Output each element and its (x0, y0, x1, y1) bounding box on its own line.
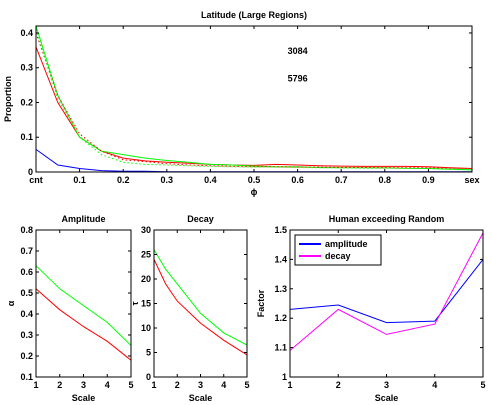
series-line-0-2 (35, 32, 473, 169)
series-line-2-1 (153, 259, 248, 356)
chart-panel-1: 1 2 3 4 5 0.1 0.2 0.3 0.4 0.5 0.6 0.7 0.8 Amplitude Sc… (6, 214, 134, 403)
y-tick-label: 20 (141, 274, 151, 284)
series-line-0-3 (35, 29, 473, 170)
y-tick-label: 15 (141, 299, 151, 309)
legend-box (294, 234, 382, 266)
series-line-3-1 (289, 232, 484, 351)
y-tick-label: 0.2 (20, 351, 33, 361)
x-tick-label: 4 (105, 380, 110, 390)
x-tick-label: 3 (198, 380, 203, 390)
x-tick-label: sex (464, 175, 479, 185)
y-tick-label: 1 (282, 372, 287, 382)
x-tick-label: 1 (151, 380, 156, 390)
x-tick-label: 2 (336, 380, 341, 390)
series-line-0-1 (35, 25, 473, 171)
x-tick-label: 0.2 (117, 175, 130, 185)
series-line-0-0 (35, 46, 473, 169)
series-line-1-0 (35, 265, 132, 346)
y-tick-label: 0.8 (20, 225, 33, 235)
x-axis-label: Scale (72, 393, 96, 403)
x-tick-label: 5 (244, 380, 249, 390)
chart-title: Decay (187, 214, 214, 224)
x-tick-label: 1 (287, 380, 292, 390)
y-tick-label: 0.4 (20, 28, 33, 38)
x-axis-label: Scale (375, 393, 399, 403)
x-tick-label: 4 (432, 380, 437, 390)
chart-panel-3: 1 2 3 4 5 1 1.1 1.2 1.3 1.4 1.5 Human exceeding Ran… (256, 214, 486, 403)
series-line-3-0 (289, 259, 484, 324)
y-tick-label: 0.3 (20, 330, 33, 340)
y-tick-label: 1.4 (274, 254, 287, 264)
x-tick-label: 0.3 (161, 175, 174, 185)
y-tick-label: 1.2 (274, 313, 287, 323)
y-tick-label: 1.1 (274, 343, 287, 353)
x-tick-label: 0.8 (379, 175, 392, 185)
x-axis-label: Scale (189, 393, 213, 403)
y-axis-label: Proportion (3, 76, 13, 122)
y-tick-label: 0.7 (20, 246, 33, 256)
annotation-text: 3084 (288, 46, 308, 56)
axes-frame (153, 229, 248, 378)
x-tick-label: 0.9 (422, 175, 435, 185)
y-tick-label: 1.3 (274, 284, 287, 294)
x-tick-label: 0.4 (204, 175, 217, 185)
x-tick-label: 2 (175, 380, 180, 390)
series-line-1-1 (35, 288, 132, 361)
axes-frame (35, 229, 132, 378)
chart-title: Human exceeding Random (329, 214, 445, 224)
legend-label: amplitude (325, 239, 368, 249)
y-tick-label: 0 (146, 372, 151, 382)
y-tick-label: 0.1 (20, 132, 33, 142)
y-axis-label: τ (130, 301, 140, 305)
x-tick-label: 2 (57, 380, 62, 390)
y-tick-label: 0.6 (20, 267, 33, 277)
chart-title: Amplitude (62, 214, 106, 224)
axes-frame (35, 25, 473, 173)
x-tick-label: 0.6 (291, 175, 304, 185)
y-tick-label: 25 (141, 250, 151, 260)
annotation-text: 5796 (288, 74, 308, 84)
x-axis-symbol: ϕ (251, 187, 258, 197)
legend-label: decay (325, 251, 351, 261)
y-tick-label: 1.5 (274, 225, 287, 235)
y-tick-label: 0.4 (20, 309, 33, 319)
y-tick-label: 0 (28, 167, 33, 177)
chart-title: Latitude (Large Regions) (201, 10, 307, 20)
chart-panel-2: 1 2 3 4 5 0 5 10 15 20 25 30 Decay Scale τ (130, 214, 250, 403)
x-tick-label: 5 (480, 380, 485, 390)
y-axis-label: Factor (256, 289, 266, 317)
x-tick-label: cnt (29, 175, 43, 185)
x-tick-label: 3 (384, 380, 389, 390)
y-tick-label: 0.5 (20, 288, 33, 298)
x-tick-label: 5 (128, 380, 133, 390)
x-tick-label: 1 (33, 380, 38, 390)
y-tick-label: 5 (146, 348, 151, 358)
y-tick-label: 30 (141, 225, 151, 235)
legend: amplitude decay (294, 234, 382, 266)
y-axis-label: α (6, 300, 16, 306)
chart-panel-0: cnt 0.1 0.2 0.3 0.4 0.5 0.6 0.7 0.8 0.9 sex 0 0.1 0.2… (3, 10, 480, 197)
y-tick-label: 0.2 (20, 97, 33, 107)
series-line-2-0 (153, 249, 248, 346)
y-tick-label: 10 (141, 323, 151, 333)
x-tick-label: 0.7 (335, 175, 348, 185)
y-tick-label: 0.3 (20, 63, 33, 73)
x-tick-label: 0.1 (73, 175, 86, 185)
x-tick-label: 3 (81, 380, 86, 390)
y-tick-label: 0.1 (20, 372, 33, 382)
x-tick-label: 4 (221, 380, 226, 390)
x-tick-label: 0.5 (248, 175, 261, 185)
